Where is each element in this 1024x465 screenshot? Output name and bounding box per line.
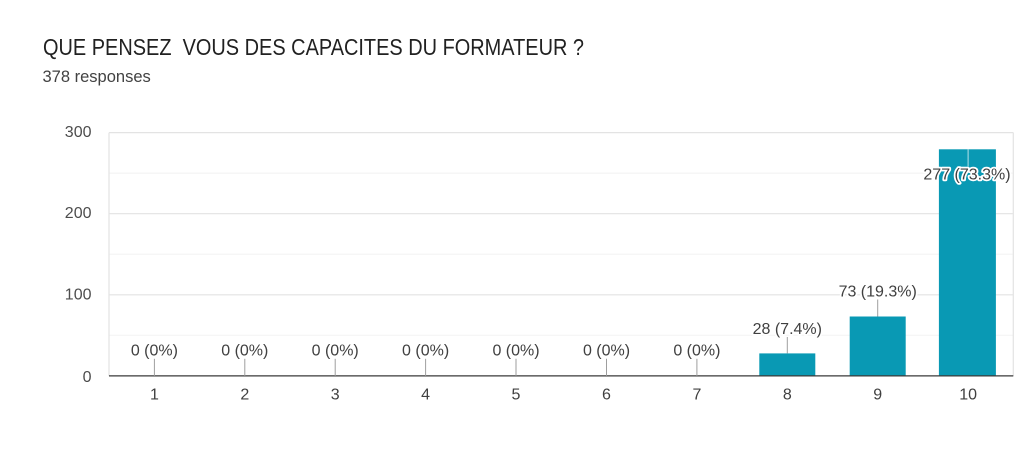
svg-text:0 (0%): 0 (0%) (673, 343, 720, 360)
svg-text:28 (7.4%): 28 (7.4%) (753, 321, 822, 338)
svg-text:QUE PENSEZ VOUS DES CAPACITES: QUE PENSEZ VOUS DES CAPACITES DU FORMATE… (43, 34, 584, 60)
svg-text:277 (73.3%): 277 (73.3%) (923, 166, 1010, 183)
svg-text:7: 7 (692, 387, 701, 404)
svg-text:9: 9 (873, 387, 882, 404)
svg-text:1: 1 (150, 387, 159, 404)
svg-text:300: 300 (65, 124, 92, 141)
svg-text:378 responses: 378 responses (43, 68, 151, 86)
svg-text:100: 100 (65, 286, 92, 303)
svg-text:4: 4 (421, 387, 430, 404)
svg-text:73 (19.3%): 73 (19.3%) (839, 284, 917, 301)
svg-text:5: 5 (512, 387, 521, 404)
svg-text:0 (0%): 0 (0%) (492, 343, 539, 360)
svg-text:3: 3 (331, 387, 340, 404)
svg-text:2: 2 (240, 387, 249, 404)
svg-text:8: 8 (783, 387, 792, 404)
svg-text:0 (0%): 0 (0%) (312, 343, 359, 360)
svg-text:10: 10 (959, 387, 977, 404)
svg-text:0 (0%): 0 (0%) (402, 343, 449, 360)
svg-text:0 (0%): 0 (0%) (131, 343, 178, 360)
svg-text:0 (0%): 0 (0%) (221, 343, 268, 360)
svg-text:0 (0%): 0 (0%) (583, 343, 630, 360)
svg-text:200: 200 (65, 205, 92, 222)
svg-text:6: 6 (602, 387, 611, 404)
svg-text:0: 0 (83, 369, 92, 386)
